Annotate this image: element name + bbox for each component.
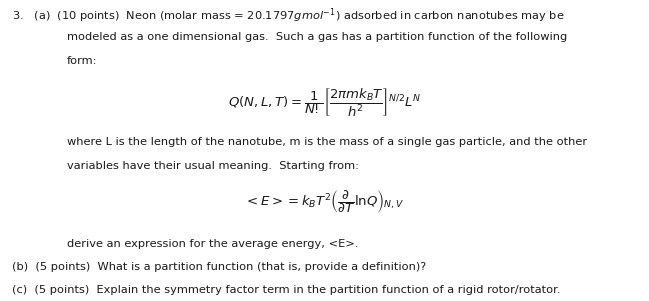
- Text: 3.   (a)  (10 points)  Neon (molar mass = 20.1797$gmol^{-1}$) adsorbed in carbon: 3. (a) (10 points) Neon (molar mass = 20…: [12, 7, 565, 25]
- Text: (c)  (5 points)  Explain the symmetry factor term in the partition function of a: (c) (5 points) Explain the symmetry fact…: [12, 285, 560, 295]
- Text: (b)  (5 points)  What is a partition function (that is, provide a definition)?: (b) (5 points) What is a partition funct…: [12, 262, 426, 272]
- Text: modeled as a one dimensional gas.  Such a gas has a partition function of the fo: modeled as a one dimensional gas. Such a…: [67, 32, 567, 42]
- Text: $< E >= k_B T^2 \left(\dfrac{\partial}{\partial T}\mathrm{ln}Q\right)_{N,V}$: $< E >= k_B T^2 \left(\dfrac{\partial}{\…: [244, 188, 405, 215]
- Text: where L is the length of the nanotube, m is the mass of a single gas particle, a: where L is the length of the nanotube, m…: [67, 137, 587, 147]
- Text: derive an expression for the average energy, <E>.: derive an expression for the average ene…: [67, 239, 358, 249]
- Text: form:: form:: [67, 56, 97, 66]
- Text: $Q(N, L, T) = \dfrac{1}{N!}\left[\dfrac{2\pi m k_B T}{h^2}\right]^{N/2} L^N$: $Q(N, L, T) = \dfrac{1}{N!}\left[\dfrac{…: [228, 86, 421, 118]
- Text: variables have their usual meaning.  Starting from:: variables have their usual meaning. Star…: [67, 161, 359, 171]
